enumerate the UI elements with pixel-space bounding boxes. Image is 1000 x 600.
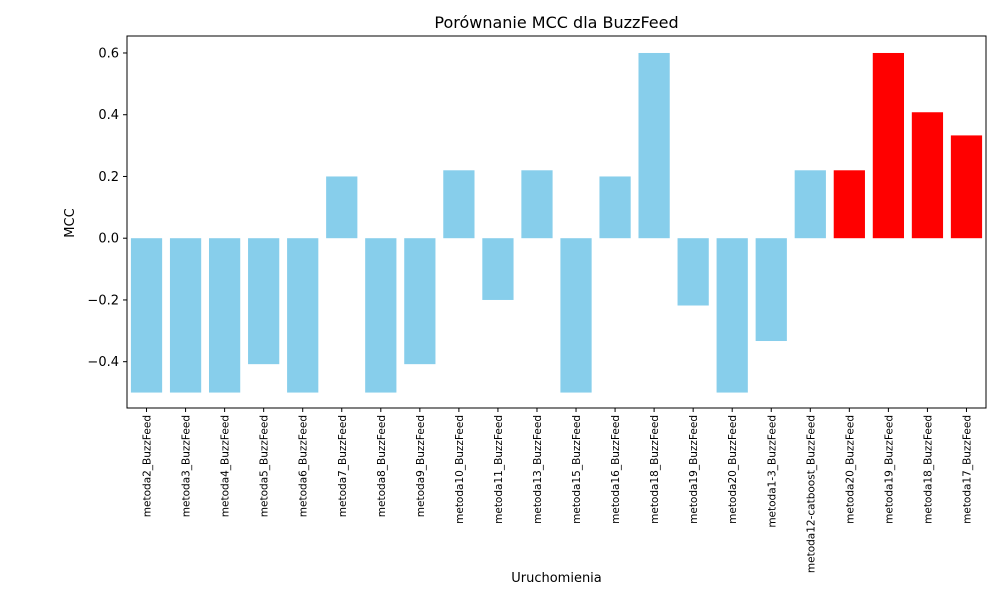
bar-17 (755, 238, 787, 342)
bar-5 (287, 238, 319, 393)
bar-21 (911, 112, 944, 239)
bars-group (130, 52, 983, 393)
y-axis-label: MCC (63, 208, 78, 237)
x-tick-label-21: metoda18_BuzzFeed (922, 415, 934, 524)
bar-1 (130, 238, 163, 393)
x-tick-label-12: metoda15_BuzzFeed (571, 415, 583, 524)
x-tick-label-15: metoda19_BuzzFeed (688, 415, 700, 524)
bar-4 (248, 238, 280, 365)
y-tick-label-3: 0.0 (98, 232, 119, 247)
bar-18 (794, 170, 826, 239)
x-tick-label-2: metoda3_BuzzFeed (181, 415, 193, 517)
x-tick-label-1: metoda2_BuzzFeed (142, 415, 154, 517)
y-tick-label-5: 0.4 (98, 108, 119, 123)
x-axis: metoda2_BuzzFeed metoda3_BuzzFeed metoda4_… (142, 408, 973, 573)
chart-title: Porównanie MCC dla BuzzFeed (434, 13, 678, 32)
y-axis: −0.4 −0.2 0.0 0.2 0.4 0.6 (87, 46, 127, 370)
x-tick-label-17: metoda1-3_BuzzFeed (766, 415, 778, 528)
x-tick-label-22: metoda17_BuzzFeed (961, 415, 973, 524)
y-tick-label-6: 0.6 (98, 46, 119, 61)
bar-6 (326, 176, 358, 239)
plot-frame (126, 35, 987, 409)
x-tick-label-8: metoda9_BuzzFeed (415, 415, 427, 517)
bar-14 (638, 52, 670, 239)
bar-2 (169, 238, 202, 393)
x-tick-label-7: metoda8_BuzzFeed (376, 415, 388, 517)
bar-12 (560, 238, 592, 393)
bar-16 (716, 238, 748, 393)
bar-11 (521, 170, 553, 239)
x-tick-label-20: metoda19_BuzzFeed (883, 415, 895, 524)
x-tick-label-19: metoda20_BuzzFeed (844, 415, 856, 524)
bar-22 (950, 135, 983, 239)
x-tick-label-10: metoda11_BuzzFeed (493, 415, 505, 524)
x-tick-label-6: metoda7_BuzzFeed (337, 415, 349, 517)
x-tick-label-14: metoda18_BuzzFeed (649, 415, 661, 524)
x-tick-label-16: metoda20_BuzzFeed (727, 415, 739, 524)
bar-7 (365, 238, 397, 393)
x-tick-label-3: metoda4_BuzzFeed (220, 415, 232, 517)
bar-20 (872, 52, 905, 239)
bar-13 (599, 176, 631, 239)
x-tick-label-5: metoda6_BuzzFeed (298, 415, 310, 517)
bar-19 (833, 170, 865, 239)
y-tick-label-1: −0.4 (87, 355, 119, 370)
bar-3 (208, 238, 241, 393)
bar-8 (404, 238, 436, 365)
bar-10 (482, 238, 514, 300)
bar-9 (443, 170, 475, 239)
x-tick-label-18: metoda12-catboost_BuzzFeed (805, 415, 817, 573)
y-tick-label-2: −0.2 (87, 293, 119, 308)
x-tick-label-11: metoda13_BuzzFeed (532, 415, 544, 524)
x-tick-label-13: metoda16_BuzzFeed (610, 415, 622, 524)
y-tick-label-4: 0.2 (98, 170, 119, 185)
x-tick-label-4: metoda5_BuzzFeed (259, 415, 271, 517)
x-tick-label-9: metoda10_BuzzFeed (454, 415, 466, 524)
x-axis-label: Uruchomienia (511, 571, 602, 586)
bar-15 (677, 238, 709, 306)
